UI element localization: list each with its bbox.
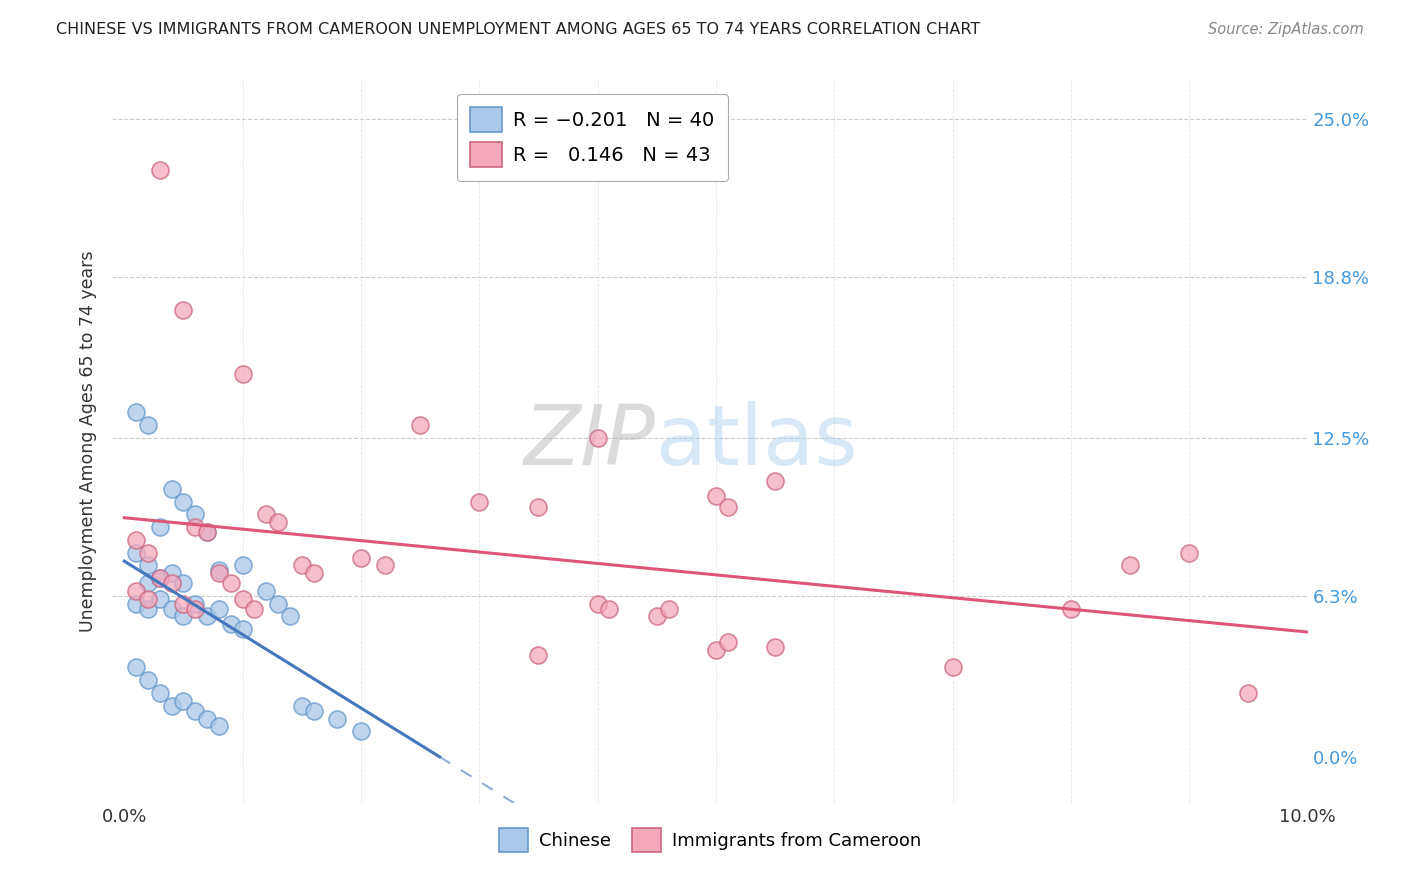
Point	[586, 597, 609, 611]
Point	[136, 546, 159, 560]
Point	[350, 724, 373, 739]
Point	[184, 597, 207, 611]
Point	[149, 571, 172, 585]
Point	[717, 500, 740, 514]
Point	[208, 564, 231, 578]
Point	[232, 367, 254, 381]
Point	[125, 583, 148, 598]
Point	[160, 698, 183, 713]
Point	[219, 576, 242, 591]
Point	[232, 622, 254, 636]
Point	[195, 525, 218, 540]
Point	[195, 525, 218, 540]
Point	[350, 550, 373, 565]
Point	[149, 686, 172, 700]
Point	[136, 576, 159, 591]
Point	[763, 640, 786, 654]
Point	[136, 417, 159, 432]
Point	[1178, 546, 1201, 560]
Point	[136, 591, 159, 606]
Point	[658, 601, 681, 615]
Point	[1060, 601, 1083, 615]
Point	[136, 558, 159, 573]
Point	[125, 597, 148, 611]
Y-axis label: Unemployment Among Ages 65 to 74 years: Unemployment Among Ages 65 to 74 years	[79, 251, 97, 632]
Point	[291, 558, 314, 573]
Text: atlas: atlas	[657, 401, 858, 482]
Point	[160, 576, 183, 591]
Point	[704, 642, 727, 657]
Point	[1237, 686, 1260, 700]
Point	[160, 482, 183, 496]
Point	[184, 508, 207, 522]
Point	[1119, 558, 1142, 573]
Point	[172, 609, 194, 624]
Point	[704, 490, 727, 504]
Point	[136, 601, 159, 615]
Point	[149, 591, 172, 606]
Point	[527, 500, 550, 514]
Point	[149, 520, 172, 534]
Point	[942, 660, 965, 674]
Point	[172, 494, 194, 508]
Point	[208, 719, 231, 733]
Point	[195, 609, 218, 624]
Point	[598, 601, 620, 615]
Point	[195, 712, 218, 726]
Point	[267, 515, 290, 529]
Point	[232, 558, 254, 573]
Point	[254, 508, 277, 522]
Point	[291, 698, 314, 713]
Point	[468, 494, 491, 508]
Point	[149, 162, 172, 177]
Point	[267, 597, 290, 611]
Point	[125, 546, 148, 560]
Point	[645, 609, 668, 624]
Point	[184, 601, 207, 615]
Point	[763, 474, 786, 488]
Point	[136, 673, 159, 688]
Point	[172, 597, 194, 611]
Point	[243, 601, 266, 615]
Point	[232, 591, 254, 606]
Point	[184, 520, 207, 534]
Point	[160, 566, 183, 580]
Point	[254, 583, 277, 598]
Point	[586, 431, 609, 445]
Point	[208, 566, 231, 580]
Point	[172, 576, 194, 591]
Point	[184, 704, 207, 718]
Point	[527, 648, 550, 662]
Point	[125, 533, 148, 547]
Point	[326, 712, 349, 726]
Point	[125, 405, 148, 419]
Point	[302, 704, 325, 718]
Point	[149, 571, 172, 585]
Point	[172, 303, 194, 318]
Point	[302, 566, 325, 580]
Point	[717, 635, 740, 649]
Point	[409, 417, 432, 432]
Text: Source: ZipAtlas.com: Source: ZipAtlas.com	[1208, 22, 1364, 37]
Point	[172, 694, 194, 708]
Text: CHINESE VS IMMIGRANTS FROM CAMEROON UNEMPLOYMENT AMONG AGES 65 TO 74 YEARS CORRE: CHINESE VS IMMIGRANTS FROM CAMEROON UNEM…	[56, 22, 980, 37]
Point	[278, 609, 301, 624]
Point	[160, 601, 183, 615]
Point	[208, 601, 231, 615]
Text: ZIP: ZIP	[524, 401, 657, 482]
Point	[219, 617, 242, 632]
Point	[125, 660, 148, 674]
Point	[374, 558, 396, 573]
Legend: Chinese, Immigrants from Cameroon: Chinese, Immigrants from Cameroon	[492, 822, 928, 859]
